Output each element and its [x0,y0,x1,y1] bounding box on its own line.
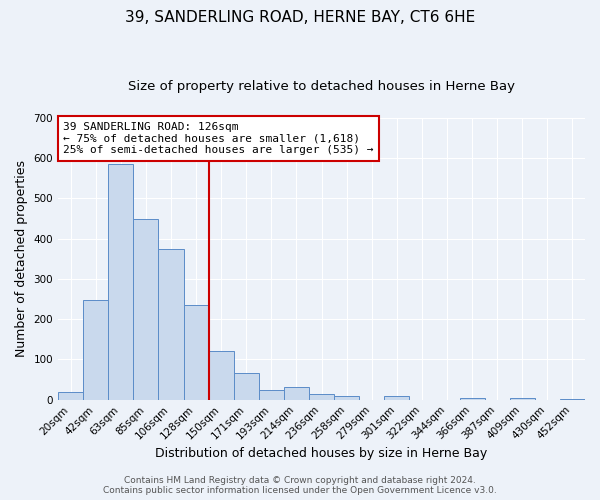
Bar [334,396,359,400]
Bar [209,352,233,400]
Title: Size of property relative to detached houses in Herne Bay: Size of property relative to detached ho… [128,80,515,93]
Bar [560,398,585,400]
Bar [184,304,209,400]
Bar [510,398,535,400]
Text: 39 SANDERLING ROAD: 126sqm
← 75% of detached houses are smaller (1,618)
25% of s: 39 SANDERLING ROAD: 126sqm ← 75% of deta… [64,122,374,155]
Bar [460,398,485,400]
X-axis label: Distribution of detached houses by size in Herne Bay: Distribution of detached houses by size … [155,447,488,460]
Bar [58,392,83,400]
Bar [259,390,284,400]
Bar [284,387,309,400]
Bar [384,396,409,400]
Text: 39, SANDERLING ROAD, HERNE BAY, CT6 6HE: 39, SANDERLING ROAD, HERNE BAY, CT6 6HE [125,10,475,25]
Bar [133,219,158,400]
Text: Contains HM Land Registry data © Crown copyright and database right 2024.
Contai: Contains HM Land Registry data © Crown c… [103,476,497,495]
Bar [233,372,259,400]
Bar [158,249,184,400]
Bar [309,394,334,400]
Bar [83,300,108,400]
Bar [108,164,133,400]
Y-axis label: Number of detached properties: Number of detached properties [15,160,28,358]
